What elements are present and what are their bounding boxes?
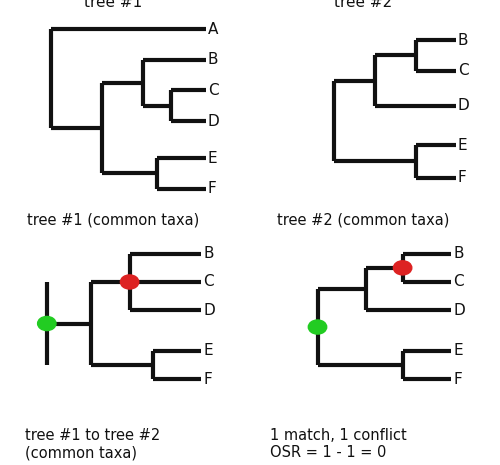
Text: F: F — [203, 372, 212, 387]
Text: tree #1: tree #1 — [84, 0, 142, 10]
Circle shape — [120, 275, 139, 289]
Text: 1 match, 1 conflict
OSR = 1 - 1 = 0: 1 match, 1 conflict OSR = 1 - 1 = 0 — [270, 428, 407, 460]
Text: B: B — [453, 246, 464, 261]
Text: D: D — [453, 303, 465, 318]
Text: tree #1 (common taxa): tree #1 (common taxa) — [28, 212, 200, 227]
Text: F: F — [208, 181, 216, 196]
Text: A: A — [208, 22, 218, 37]
Text: B: B — [458, 33, 468, 48]
Text: E: E — [458, 138, 468, 153]
Text: C: C — [208, 83, 218, 98]
Text: E: E — [208, 151, 218, 166]
Text: D: D — [203, 303, 215, 318]
Text: C: C — [453, 274, 464, 290]
Circle shape — [38, 316, 56, 331]
Text: D: D — [208, 113, 220, 128]
Text: E: E — [453, 343, 463, 359]
Text: B: B — [203, 246, 213, 261]
Text: tree #2: tree #2 — [334, 0, 392, 10]
Text: D: D — [458, 98, 469, 113]
Circle shape — [308, 320, 326, 334]
Text: C: C — [458, 63, 468, 78]
Text: C: C — [203, 274, 214, 290]
Text: tree #2 (common taxa): tree #2 (common taxa) — [278, 212, 450, 227]
Text: tree #1 to tree #2
(common taxa): tree #1 to tree #2 (common taxa) — [25, 428, 160, 460]
Circle shape — [394, 261, 412, 275]
Text: F: F — [453, 372, 462, 387]
Text: B: B — [208, 53, 218, 67]
Text: E: E — [203, 343, 213, 359]
Text: F: F — [458, 170, 466, 186]
